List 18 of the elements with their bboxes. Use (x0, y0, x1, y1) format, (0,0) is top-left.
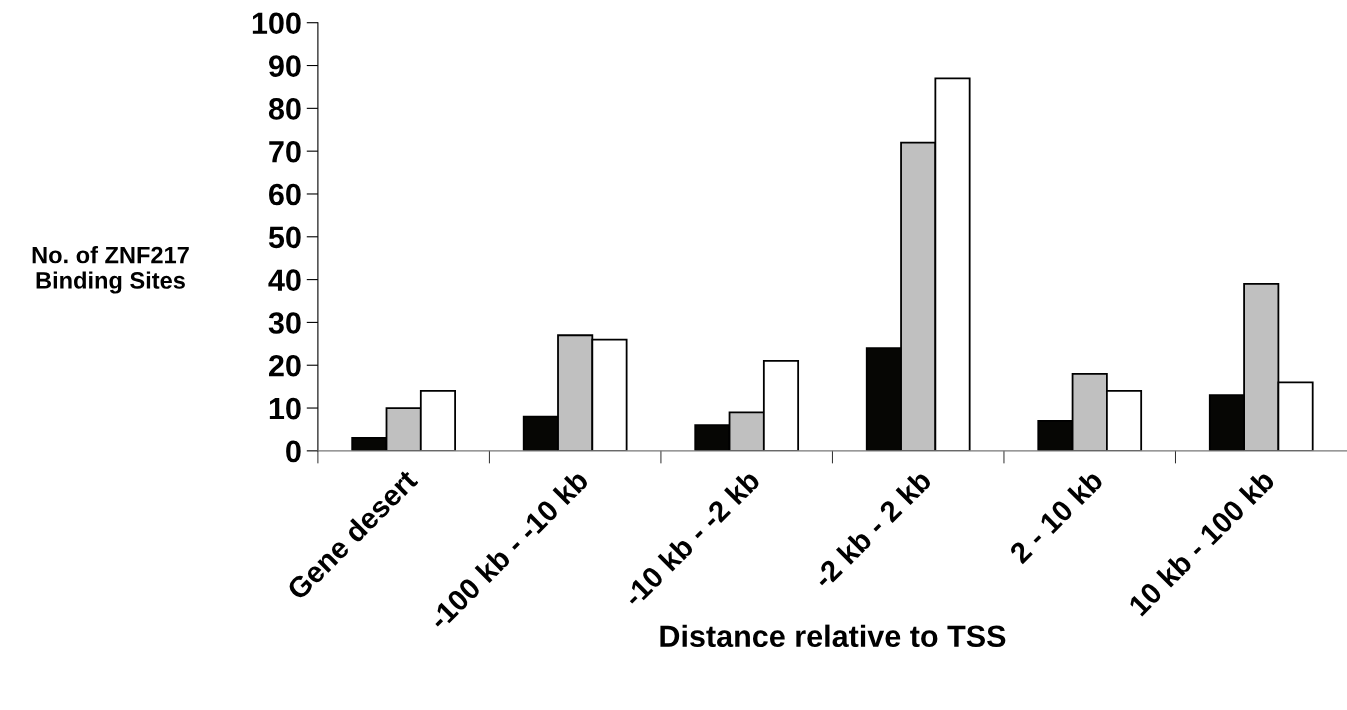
y-tick-label: 0 (286, 440, 301, 463)
x-tick-label: -10 kb - -2 kb (621, 468, 761, 608)
y-tick-label: 70 (269, 140, 301, 163)
x-tick-label: 2 - 10 kb (1007, 468, 1105, 565)
y-tick-label: 100 (252, 12, 301, 35)
y-tick-label: 50 (268, 226, 301, 249)
x-axis-title: Distance relative to TSS (660, 624, 1006, 648)
x-tick-label: -100 kb - -10 kb (426, 468, 590, 631)
x-tick-label: 10 kb - 100 kb (1127, 468, 1276, 617)
x-tick-label: -2 kb - 2 kb (811, 468, 933, 590)
y-tick-label: 80 (268, 98, 301, 120)
y-tick-label: 30 (268, 312, 301, 334)
y-axis-title: No. of ZNF217 Binding Sites (32, 246, 189, 294)
y-tick-label: 10 (269, 397, 301, 420)
y-tick-label: 60 (269, 183, 301, 206)
y-tick-label: 20 (269, 354, 301, 377)
y-tick-label: 90 (269, 55, 301, 77)
y-tick-label: 40 (268, 269, 301, 291)
